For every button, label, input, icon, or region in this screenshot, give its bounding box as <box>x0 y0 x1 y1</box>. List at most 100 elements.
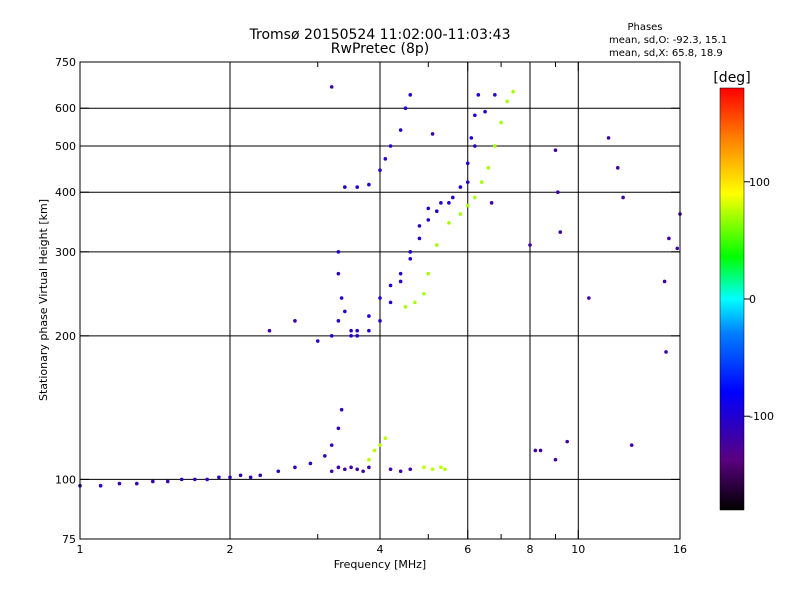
data-point <box>413 300 417 305</box>
x-axis-label: Frequency [MHz] <box>334 558 426 571</box>
data-point <box>293 319 297 323</box>
chart-subtitle: RwPretec (8p) <box>331 41 429 57</box>
data-point <box>439 465 443 470</box>
data-point <box>388 467 393 472</box>
data-point <box>388 144 393 148</box>
stats-line-o: mean, sd,O: -92.3, 15.1 <box>609 35 727 46</box>
y-tick-label: 200 <box>55 330 76 343</box>
data-point <box>473 113 477 118</box>
y-tick-label: 750 <box>55 56 76 69</box>
colorbar-tick-label: 0 <box>749 293 756 306</box>
colorbar-ticks: 100 0 -100 <box>744 176 774 423</box>
data-point <box>426 218 431 222</box>
data-point <box>408 93 413 97</box>
data-point <box>329 443 334 447</box>
data-point <box>367 182 371 187</box>
data-point <box>336 465 341 470</box>
data-point <box>443 467 447 472</box>
data-point <box>267 328 272 333</box>
data-point <box>403 106 408 111</box>
data-point <box>383 157 388 161</box>
stats-line-x: mean, sd,X: 65.8, 18.9 <box>609 48 723 59</box>
data-point <box>323 454 327 458</box>
x-tick-label: 4 <box>377 543 384 556</box>
stats-heading: Phases <box>627 22 662 33</box>
data-point <box>308 461 313 466</box>
data-point <box>426 271 431 276</box>
data-point <box>361 469 365 474</box>
data-point <box>417 236 422 241</box>
data-point <box>553 457 558 462</box>
data-point <box>134 481 139 486</box>
data-point <box>629 443 634 447</box>
data-point <box>349 334 353 338</box>
data-point <box>367 314 371 318</box>
data-point <box>447 201 451 205</box>
data-point <box>367 457 371 462</box>
data-point <box>151 479 155 484</box>
data-point <box>248 475 253 480</box>
data-point <box>451 195 455 200</box>
x-tick-label: 10 <box>571 543 585 556</box>
data-point <box>193 477 197 482</box>
x-tick-label: 8 <box>527 543 534 556</box>
data-point <box>355 334 359 338</box>
y-tick-label: 600 <box>55 102 76 115</box>
data-point <box>349 328 353 333</box>
data-point <box>117 481 122 486</box>
data-point <box>505 99 509 104</box>
y-tick-label: 400 <box>55 186 76 199</box>
data-point <box>383 436 388 441</box>
data-point <box>408 467 413 472</box>
data-point <box>367 465 371 470</box>
x-tick-label: 1 <box>77 543 84 556</box>
data-point <box>621 195 625 200</box>
data-point <box>398 128 403 132</box>
data-point <box>329 334 334 338</box>
y-tick-label: 75 <box>62 533 76 546</box>
data-point <box>378 319 382 323</box>
data-point <box>378 443 382 447</box>
data-point <box>403 305 408 309</box>
data-point <box>469 136 474 140</box>
data-point <box>538 448 543 453</box>
data-point <box>528 243 532 247</box>
data-point <box>355 328 359 333</box>
data-point <box>355 185 359 189</box>
colorbar <box>719 87 745 511</box>
data-point <box>398 271 403 276</box>
data-point <box>343 309 347 314</box>
data-point <box>238 473 243 478</box>
data-point <box>422 465 426 470</box>
data-point <box>511 89 515 94</box>
data-point <box>205 477 209 482</box>
data-point <box>553 148 558 152</box>
data-point <box>367 328 371 333</box>
data-point <box>533 448 538 453</box>
data-point <box>276 469 281 474</box>
colorbar-tick-label: 100 <box>749 176 770 189</box>
y-tick-label: 100 <box>55 473 76 486</box>
data-point <box>493 144 497 148</box>
data-point <box>378 296 382 300</box>
data-points <box>78 85 682 488</box>
data-point <box>179 477 184 482</box>
data-point <box>486 166 491 170</box>
data-point <box>388 283 393 288</box>
data-point <box>339 407 344 412</box>
data-point <box>372 448 377 453</box>
data-point <box>349 465 353 470</box>
data-point <box>479 180 484 184</box>
data-point <box>499 120 503 125</box>
data-point <box>422 291 426 296</box>
data-point <box>458 185 463 189</box>
data-point <box>558 230 563 234</box>
data-point <box>426 206 431 211</box>
data-point <box>493 93 497 97</box>
data-point <box>664 350 668 354</box>
data-point <box>473 144 477 148</box>
data-point <box>408 250 413 254</box>
data-point <box>98 483 103 488</box>
data-point <box>439 201 443 205</box>
data-point <box>465 203 470 208</box>
